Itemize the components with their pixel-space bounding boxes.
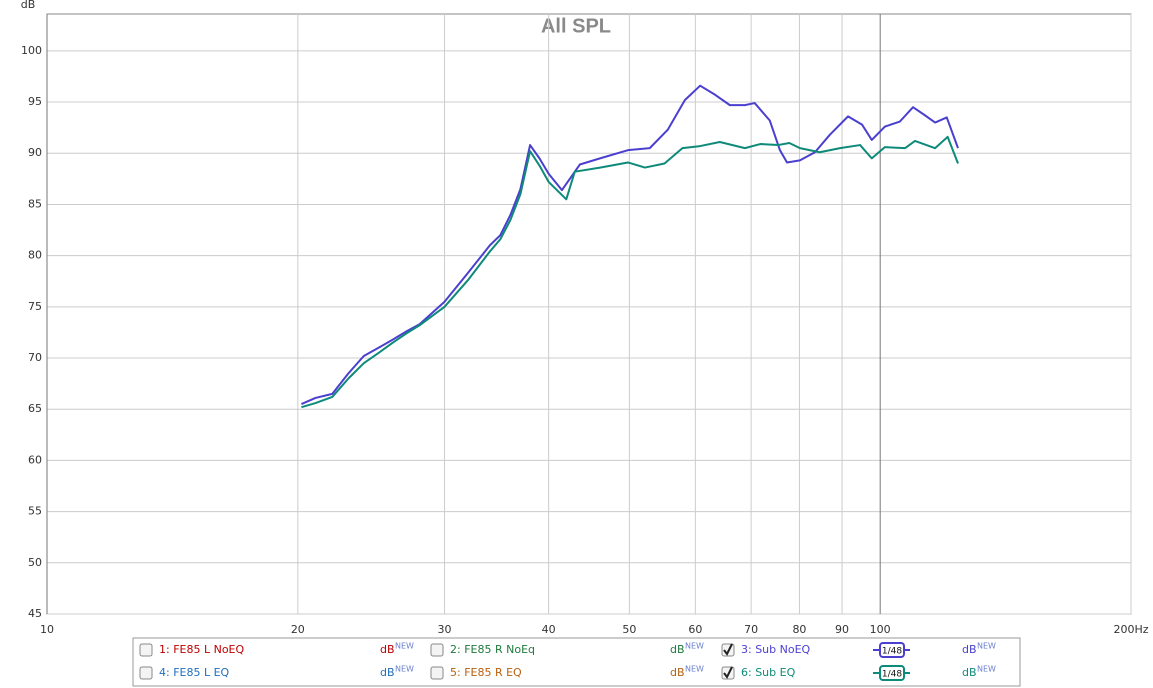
x-tick-label: 80 — [792, 623, 806, 636]
unit-label: dB — [670, 643, 685, 656]
y-tick-label: 60 — [28, 453, 42, 466]
x-tick-label: 100 — [870, 623, 891, 636]
y-tick-label: 50 — [28, 556, 42, 569]
legend-label: 4: FE85 L EQ — [159, 666, 230, 679]
x-tick-label: 10 — [40, 623, 54, 636]
unit-tag: NEW — [977, 642, 996, 651]
legend-label: 6: Sub EQ — [741, 666, 796, 679]
unit-tag: NEW — [977, 665, 996, 674]
legend-item: 2: FE85 R NoEq dB NEW — [430, 642, 704, 657]
legend-label: 2: FE85 R NoEq — [450, 643, 535, 656]
legend-label: 5: FE85 R EQ — [450, 666, 522, 679]
unit-tag: NEW — [685, 642, 704, 651]
checkmark — [723, 643, 733, 656]
y-tick-label: 80 — [28, 249, 42, 262]
unit-tag: NEW — [395, 642, 414, 651]
x-tick-label: 30 — [438, 623, 452, 636]
plot-area — [46, 13, 1132, 615]
y-tick-label: 65 — [28, 402, 42, 415]
unit-label: dB — [670, 666, 685, 679]
x-tick-label: 20 — [291, 623, 305, 636]
legend-item: 3: Sub NoEQ dB NEW 1/48 — [721, 642, 996, 658]
legend-label: 1: FE85 L NoEQ — [159, 643, 245, 656]
checkbox[interactable] — [139, 643, 153, 657]
smoothing-label: 1/48 — [882, 670, 902, 680]
x-tick-label: 50 — [622, 623, 636, 636]
legend-label: 3: Sub NoEQ — [741, 643, 811, 656]
y-tick-label: 70 — [28, 351, 42, 364]
unit-label: dB — [380, 643, 395, 656]
smoothing-box[interactable] — [879, 665, 905, 681]
smoothing-label: 1/48 — [882, 647, 902, 657]
chart-title: All SPL — [541, 15, 611, 37]
legend-item: 1: FE85 L NoEQ dB NEW — [139, 642, 414, 657]
y-tick-label: 100 — [21, 44, 42, 57]
series-line — [301, 135, 959, 409]
checkmark — [723, 666, 733, 679]
unit-tag: NEW — [395, 665, 414, 674]
y-axis-label: dB — [21, 0, 36, 11]
y-tick-label: 85 — [28, 197, 42, 210]
x-tick-label: 70 — [744, 623, 758, 636]
y-tick-label: 45 — [28, 607, 42, 620]
unit-label: dB — [962, 666, 977, 679]
y-tick-label: 95 — [28, 95, 42, 108]
legend-item: 4: FE85 L EQ dB NEW — [139, 665, 414, 680]
series-line — [301, 84, 959, 406]
legend-item: 5: FE85 R EQ dB NEW — [430, 665, 704, 680]
x-tick-label: 90 — [835, 623, 849, 636]
y-tick-label: 55 — [28, 505, 42, 518]
legend-item: 6: Sub EQ dB NEW 1/48 — [721, 665, 996, 681]
y-tick-label: 75 — [28, 300, 42, 313]
unit-tag: NEW — [685, 665, 704, 674]
legend-panel — [132, 637, 1021, 687]
x-tick-label: 200Hz — [1113, 623, 1148, 636]
unit-label: dB — [962, 643, 977, 656]
x-tick-label: 60 — [688, 623, 702, 636]
x-tick-label: 40 — [542, 623, 556, 636]
checkbox[interactable] — [430, 666, 444, 680]
unit-label: dB — [380, 666, 395, 679]
checkbox[interactable] — [430, 643, 444, 657]
checkbox[interactable] — [139, 666, 153, 680]
smoothing-box[interactable] — [879, 642, 905, 658]
y-tick-label: 90 — [28, 146, 42, 159]
